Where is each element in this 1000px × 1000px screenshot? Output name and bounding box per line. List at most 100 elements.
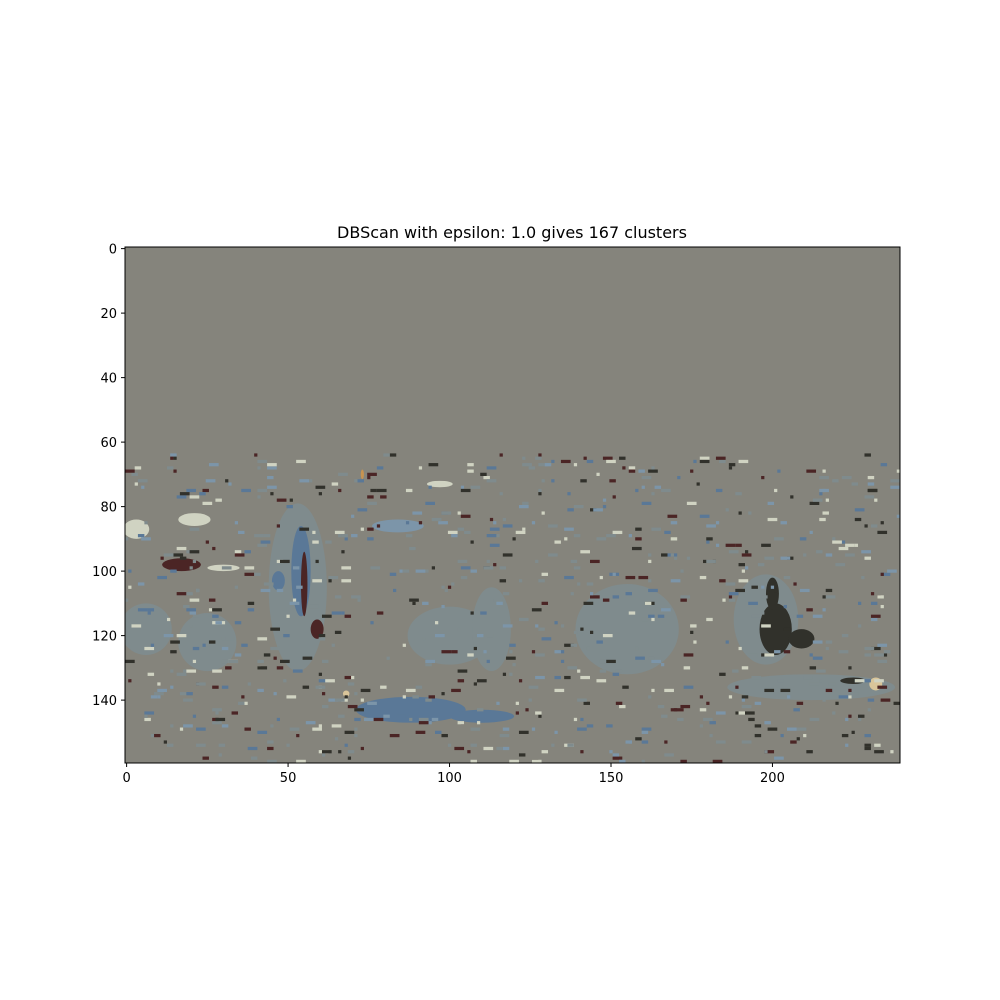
cluster-pixel [499, 733, 510, 738]
cluster-pixel [870, 617, 878, 622]
cluster-pixel [428, 485, 432, 489]
cluster-pixel [318, 724, 322, 728]
cluster-pixel [341, 534, 348, 538]
cluster-pixel [673, 556, 678, 560]
cluster-pixel [877, 643, 888, 647]
cluster-pixel [680, 759, 687, 763]
cluster-pixel [225, 637, 235, 641]
cluster-pixel [318, 637, 326, 641]
cluster-pixel [144, 714, 148, 718]
cluster-pixel [648, 559, 652, 564]
cluster-pixel [509, 672, 513, 676]
cluster-pixel [499, 579, 507, 583]
cluster-pixel [651, 492, 655, 496]
cluster-pixel [822, 469, 826, 473]
cluster-pixel [312, 530, 316, 535]
cluster-pixel [147, 672, 155, 676]
cluster-pixel [215, 711, 219, 715]
cluster-pixel [486, 534, 497, 538]
cluster-pixel [667, 514, 678, 518]
cluster-pixel [699, 708, 707, 712]
cluster-pixel [819, 517, 826, 522]
cluster-pixel [347, 750, 355, 754]
cluster-pixel [735, 588, 745, 593]
cluster-pixel [751, 614, 762, 618]
cluster-pixel [257, 488, 268, 493]
cluster-pixel [296, 759, 306, 763]
cluster-pixel [244, 572, 255, 576]
cluster-pixel [234, 553, 245, 557]
cluster-pixel [166, 743, 174, 747]
cluster-pixel [754, 733, 762, 738]
cluster-pixel [864, 653, 871, 657]
cluster-pixel [441, 650, 452, 654]
cluster-pixel [670, 579, 681, 583]
cluster-pixel [509, 759, 519, 763]
cluster-pixel [531, 759, 542, 763]
cluster-pixel [241, 695, 245, 699]
cluster-pixel [661, 608, 671, 612]
cluster-pixel [360, 688, 371, 693]
y-tick-label: 80 [100, 501, 117, 516]
cluster-pixel [212, 717, 219, 722]
cluster-pixel [431, 717, 439, 722]
cluster-pixel [260, 588, 271, 593]
cluster-pixel [389, 572, 397, 576]
cluster-pixel [347, 756, 352, 760]
cluster-pixel [635, 537, 642, 541]
cluster-pixel [586, 646, 590, 651]
cluster-pixel [851, 482, 859, 486]
cluster-pixel [338, 750, 342, 754]
cluster-pixel [389, 453, 397, 457]
cluster-pixel [764, 556, 775, 560]
cluster-pixel [457, 679, 465, 683]
cluster-pixel [706, 559, 716, 564]
cluster-pixel [141, 485, 145, 489]
cluster-pixel [748, 653, 758, 657]
cluster-pixel [518, 617, 529, 622]
cluster-pixel [751, 585, 758, 589]
cluster-pixel [880, 572, 891, 576]
cluster-pixel [257, 730, 268, 734]
cluster-pixel [267, 475, 274, 480]
cluster-pixel [622, 685, 629, 689]
cluster-pixel [864, 495, 875, 499]
cluster-pixel [877, 595, 884, 599]
cluster-pixel [596, 640, 603, 644]
cluster-pixel [354, 717, 361, 722]
cluster-region-dark-cluster [765, 577, 779, 610]
cluster-pixel [409, 598, 419, 602]
cluster-pixel [564, 643, 574, 647]
cluster-pixel [486, 659, 490, 664]
cluster-pixel [480, 611, 487, 615]
cluster-pixel [848, 695, 852, 699]
cluster-pixel [125, 598, 129, 602]
cluster-pixel [260, 540, 271, 544]
cluster-pixel [338, 488, 342, 493]
cluster-pixel [263, 534, 271, 538]
cluster-pixel [137, 608, 148, 612]
cluster-pixel [783, 604, 787, 609]
cluster-pixel [186, 592, 193, 596]
cluster-pixel [179, 727, 184, 731]
cluster-pixel [854, 508, 865, 512]
cluster-pixel [212, 669, 222, 673]
cluster-pixel [612, 672, 620, 676]
cluster-pixel [179, 556, 187, 560]
cluster-pixel [628, 611, 636, 615]
cluster-pixel [267, 740, 274, 744]
cluster-pixel [183, 669, 187, 673]
cluster-pixel [841, 634, 849, 638]
cluster-pixel [247, 601, 255, 605]
cluster-pixel [870, 646, 881, 651]
x-tick-label: 50 [280, 771, 297, 786]
cluster-pixel [867, 482, 875, 486]
cluster-pixel [641, 617, 649, 622]
cluster-pixel [476, 679, 487, 683]
cluster-pixel [218, 743, 226, 747]
cluster-pixel [812, 656, 823, 660]
cluster-pixel [370, 566, 381, 570]
cluster-pixel [509, 650, 513, 654]
cluster-pixel [735, 492, 742, 496]
cluster-pixel [748, 601, 758, 605]
